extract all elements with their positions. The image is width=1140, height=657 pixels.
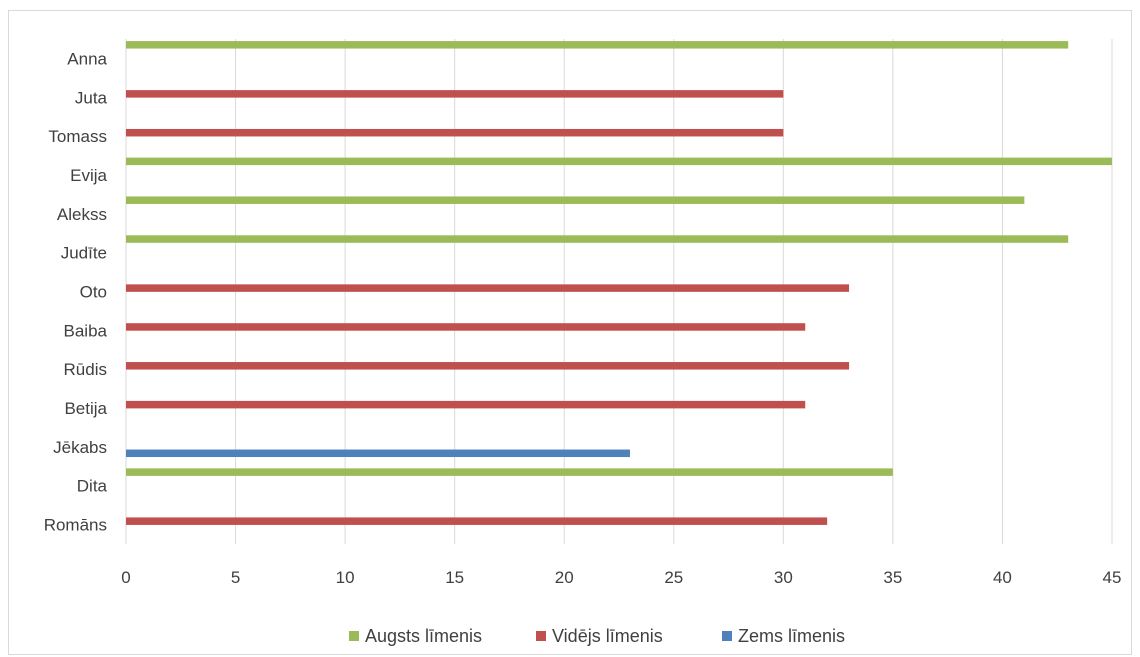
bar [126, 157, 1112, 166]
category-label: Romāns [44, 516, 107, 535]
category-label: Anna [67, 49, 107, 68]
x-tick-label: 45 [1103, 568, 1122, 587]
x-tick-label: 20 [555, 568, 574, 587]
bar [126, 90, 784, 98]
category-label: Tomass [48, 127, 107, 146]
bar [126, 449, 630, 458]
legend: Augsts līmenis Vidējs līmenis Zems līmenis [349, 626, 845, 646]
bar-chart: Anna Juta Tomass Evija Alekss Judīte Oto Baiba R… [44, 39, 1121, 646]
x-tick-label: 0 [121, 568, 130, 587]
legend-label: Vidējs līmenis [552, 626, 663, 646]
legend-swatch [349, 631, 359, 641]
bar [126, 362, 850, 370]
bar [126, 400, 806, 409]
bar [126, 468, 893, 476]
x-tick-label: 40 [993, 568, 1012, 587]
category-label: Rūdis [64, 360, 107, 379]
x-tick-label: 10 [336, 568, 355, 587]
category-label: Alekss [57, 205, 107, 224]
legend-label: Augsts līmenis [365, 626, 482, 646]
category-label: Evija [70, 166, 107, 185]
legend-swatch [722, 631, 732, 641]
category-label: Jēkabs [53, 438, 107, 457]
bar [126, 128, 784, 137]
category-label: Judīte [61, 244, 107, 263]
x-tick-label: 30 [774, 568, 793, 587]
x-tick-label: 25 [664, 568, 683, 587]
category-label: Betija [64, 399, 107, 418]
x-tick-labels: 0 5 10 15 20 25 30 35 40 45 [121, 568, 1121, 587]
legend-label: Zems līmenis [738, 626, 845, 646]
category-label: Baiba [64, 321, 108, 340]
category-label: Juta [75, 88, 108, 107]
bar [126, 196, 1025, 204]
category-labels: Anna Juta Tomass Evija Alekss Judīte Oto Baiba R… [44, 49, 108, 534]
bar [126, 284, 850, 292]
chart-frame: Anna Juta Tomass Evija Alekss Judīte Oto Baiba R… [8, 10, 1132, 655]
bar [126, 323, 806, 331]
x-tick-label: 35 [883, 568, 902, 587]
category-label: Dita [77, 477, 108, 496]
bar [126, 517, 828, 525]
bars [126, 41, 1112, 525]
category-label: Oto [80, 283, 107, 302]
x-tick-label: 15 [445, 568, 464, 587]
x-tick-label: 5 [231, 568, 240, 587]
bar [126, 235, 1069, 243]
bar [126, 41, 1069, 49]
legend-swatch [536, 631, 546, 641]
